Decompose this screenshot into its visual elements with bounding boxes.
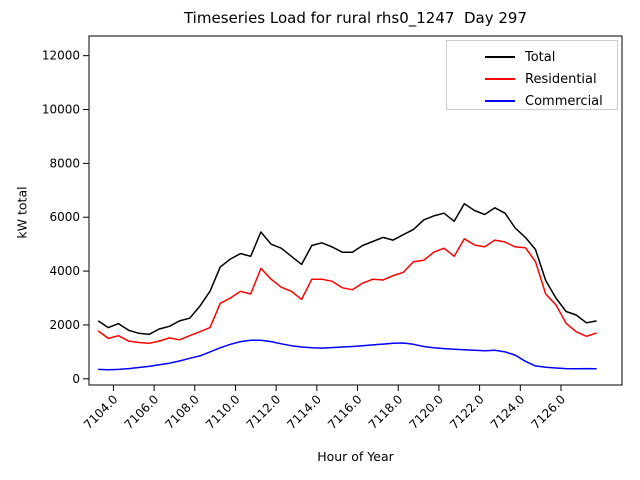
series-line-total [97,203,597,336]
x-tick-label: 7108.0 [162,392,202,432]
x-tick-label: 7116.0 [325,392,365,432]
series-line-commercial [98,339,597,371]
series-line-residential [97,238,597,345]
x-tick-label: 7106.0 [122,392,162,432]
y-tick-label: 12000 [42,49,80,63]
x-tick-label: 7118.0 [366,392,406,432]
legend-label: Residential [525,71,597,87]
x-axis-label: Hour of Year [317,449,394,464]
x-tick-label: 7120.0 [406,392,446,432]
chart-title: Timeseries Load for rural rhs0_1247 Day … [183,9,527,27]
x-tick-label: 7124.0 [488,392,528,432]
legend-label: Total [525,49,556,65]
x-tick-label: 7122.0 [447,392,487,432]
y-tick-label: 6000 [49,210,80,224]
y-tick-label: 10000 [42,103,80,117]
legend-item-commercial: Commercial [447,90,617,112]
y-tick-label: 4000 [49,264,80,278]
y-axis-ticks: 0 2000 4000 6000 8000 10000 12000 [42,49,89,386]
y-tick-label: 8000 [49,156,80,170]
x-tick-label: 7114.0 [284,392,324,432]
y-tick-label: 2000 [49,318,80,332]
x-tick-label: 7104.0 [81,392,121,432]
x-axis-ticks: 7104.0 7106.0 7108.0 7110.0 7112.0 7114.0 7116… [81,385,568,432]
legend-line-sample [485,56,515,58]
x-tick-label: 7110.0 [203,392,243,432]
legend-line-sample [485,100,515,102]
x-tick-label: 7126.0 [528,392,568,432]
legend-label: Commercial [525,93,603,109]
legend-item-residential: Residential [447,68,617,90]
legend-line-sample [485,78,515,80]
legend: Total Residential Commercial [446,40,618,110]
x-tick-label: 7112.0 [244,392,284,432]
y-axis-label: kW total [14,186,30,239]
y-tick-label: 0 [72,372,80,386]
legend-item-total: Total [447,46,617,68]
